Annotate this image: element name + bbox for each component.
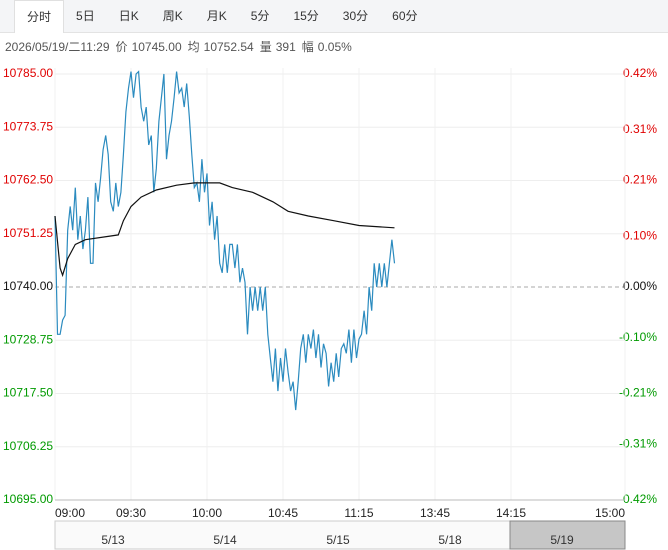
x-tick-label: 09:30 <box>116 506 146 520</box>
info-time: 2026/05/19/二11:29 <box>5 40 110 54</box>
x-tick-label: 15:00 <box>595 506 625 520</box>
info-label: 幅 <box>301 40 314 54</box>
navigator-date: 5/19 <box>550 533 574 547</box>
x-tick-label: 11:15 <box>344 506 373 520</box>
y2-tick-label: -0.21% <box>619 386 657 400</box>
tab-bar: 分时 5日 日K 周K 月K 5分 15分 30分 60分 <box>0 0 668 33</box>
tab[interactable]: 5日 <box>76 9 95 23</box>
y-tick-label: 10762.50 <box>3 173 53 187</box>
tab[interactable]: 月K <box>206 9 227 23</box>
x-tick-label: 14:15 <box>496 506 526 520</box>
y-tick-label: 10773.75 <box>3 119 53 133</box>
price-line <box>54 70 396 411</box>
y2-tick-label: 0.10% <box>623 228 657 242</box>
tab[interactable]: 分时 <box>14 0 65 33</box>
y2-tick-label: -0.42% <box>619 492 657 506</box>
y-tick-label: 10728.75 <box>3 332 53 346</box>
x-tick-label: 10:00 <box>192 506 222 520</box>
y2-tick-label: 0.21% <box>623 173 657 187</box>
info-label: 量 <box>259 40 272 54</box>
info-line: 2026/05/19/二11:29 价 10745.00 均 10752.54 量 391 幅… <box>5 38 358 55</box>
tab[interactable]: 日K <box>118 9 139 23</box>
info-value: 10752.54 <box>203 40 254 54</box>
y-tick-label: 10740.00 <box>3 279 53 293</box>
y2-tick-label: 0.42% <box>623 66 657 80</box>
navigator-date: 5/13 <box>101 533 125 547</box>
info-value: 0.05% <box>317 40 352 54</box>
y-tick-label: 10785.00 <box>3 66 53 80</box>
tab[interactable]: 周K <box>162 9 183 23</box>
x-tick-label: 10:45 <box>268 506 298 520</box>
tab[interactable]: 60分 <box>392 9 418 23</box>
x-tick-label: 13:45 <box>420 506 450 520</box>
info-value: 10745.00 <box>131 40 182 54</box>
navigator-date: 5/18 <box>438 533 462 547</box>
y2-tick-label: 0.31% <box>623 122 657 136</box>
info-value: 391 <box>275 40 296 54</box>
navigator-date: 5/15 <box>326 533 350 547</box>
y-tick-label: 10706.25 <box>3 439 53 453</box>
y-tick-label: 10751.25 <box>3 226 53 240</box>
x-tick-label: 09:00 <box>55 506 85 520</box>
navigator-window[interactable] <box>509 520 626 550</box>
info-label: 均 <box>187 40 200 54</box>
tab[interactable]: 5分 <box>250 9 270 23</box>
y-tick-label: 10695.00 <box>3 492 53 506</box>
y2-tick-label: 0.00% <box>623 279 657 293</box>
tab[interactable]: 15分 <box>293 9 319 23</box>
y2-tick-label: -0.10% <box>619 330 657 344</box>
y2-tick-label: -0.31% <box>619 436 657 450</box>
average-line <box>54 182 395 278</box>
navigator-date: 5/14 <box>213 533 237 547</box>
tab[interactable]: 30分 <box>342 9 369 23</box>
info-label: 价 <box>115 40 128 54</box>
y-tick-label: 10717.50 <box>3 386 53 400</box>
